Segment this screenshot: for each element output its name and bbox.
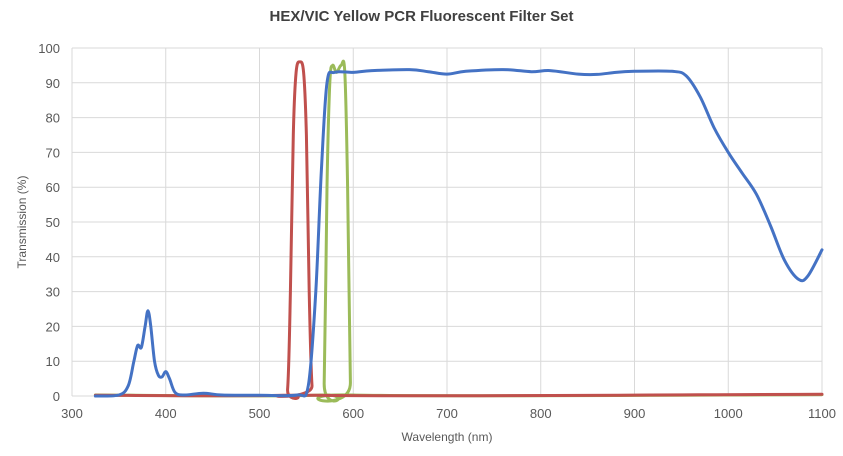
x-tick-label: 400 bbox=[155, 406, 177, 421]
gridlines bbox=[71, 47, 823, 397]
y-tick-label: 80 bbox=[46, 111, 60, 126]
y-tick-label: 70 bbox=[46, 145, 60, 160]
y-tick-label: 100 bbox=[38, 41, 60, 56]
y-tick-label: 20 bbox=[46, 319, 60, 334]
x-tick-label: 500 bbox=[249, 406, 271, 421]
x-tick-label: 1000 bbox=[714, 406, 743, 421]
x-axis-ticks: 300 400 500 600 700 800 900 1000 1100 bbox=[61, 406, 836, 421]
series-line bbox=[93, 60, 824, 400]
series-line bbox=[93, 68, 824, 398]
y-tick-label: 30 bbox=[46, 285, 60, 300]
x-tick-label: 900 bbox=[624, 406, 646, 421]
x-tick-label: 1100 bbox=[808, 406, 836, 421]
y-tick-label: 10 bbox=[46, 354, 60, 369]
y-tick-label: 40 bbox=[46, 250, 60, 265]
x-tick-label: 300 bbox=[61, 406, 83, 421]
y-tick-label: 0 bbox=[53, 389, 60, 404]
x-tick-label: 800 bbox=[530, 406, 552, 421]
x-axis-label: Wavelength (nm) bbox=[401, 430, 493, 444]
data-series bbox=[93, 59, 824, 403]
chart-title: HEX/VIC Yellow PCR Fluorescent Filter Se… bbox=[269, 8, 574, 25]
x-tick-label: 700 bbox=[436, 406, 458, 421]
y-tick-label: 60 bbox=[46, 180, 60, 195]
series-line bbox=[93, 59, 824, 403]
y-tick-label: 50 bbox=[46, 215, 60, 230]
y-axis-ticks: 0 10 20 30 40 50 60 70 80 90 100 bbox=[38, 41, 60, 404]
y-tick-label: 90 bbox=[46, 76, 60, 91]
x-tick-label: 600 bbox=[342, 406, 364, 421]
